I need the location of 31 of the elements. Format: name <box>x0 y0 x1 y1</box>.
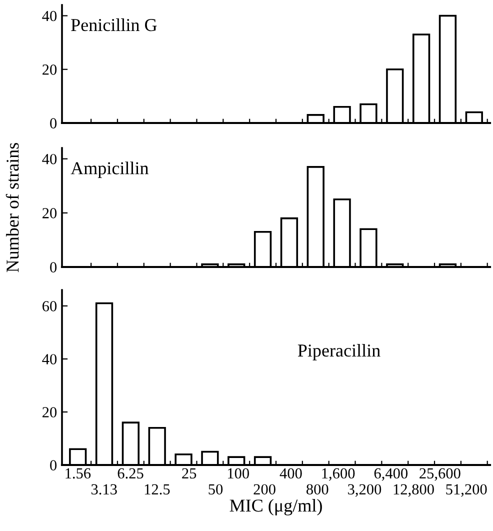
x-tick-label: 1,600 <box>322 468 355 481</box>
x-tick-label: 6,400 <box>374 468 408 481</box>
x-tick-label: 1.56 <box>66 468 91 479</box>
y-tick-label: 20 <box>42 407 57 418</box>
y-tick-label: 40 <box>42 354 57 364</box>
text: Penicillin G <box>71 18 157 32</box>
x-tick-label: 12.5 <box>144 484 170 495</box>
y-tick-label: 40 <box>42 154 57 164</box>
x-tick-label: 3.13 <box>91 484 117 495</box>
text: Ampicillin <box>70 162 149 178</box>
x-tick-label: 200 <box>254 484 276 495</box>
y-tick-label: 20 <box>42 208 57 218</box>
x-tick-label: 12,800 <box>394 484 434 497</box>
y-tick-label: 0 <box>50 460 57 470</box>
y-tick-label: 0 <box>50 118 57 128</box>
x-tick-label: 51,200 <box>446 484 487 497</box>
text: Piperacillin <box>298 344 380 360</box>
y-tick-label: 40 <box>42 10 57 22</box>
x-tick-label: 400 <box>280 468 302 479</box>
y-tick-label: 60 <box>42 301 57 312</box>
x-tick-label: 50 <box>208 484 223 495</box>
x-tick-label: 6.25 <box>118 468 144 479</box>
x-tick-label: 100 <box>228 468 249 479</box>
x-tick-label: 800 <box>306 484 328 495</box>
y-tick-label: 0 <box>50 262 57 272</box>
x-tick-label: 3,200 <box>348 484 382 497</box>
y-axis-title: Number of strains <box>6 142 19 272</box>
y-tick-label: 20 <box>42 64 57 75</box>
x-axis-title: MIC (μg/ml) <box>230 498 322 516</box>
x-tick-label: 25,600 <box>420 468 460 481</box>
x-tick-label: 25 <box>182 468 196 479</box>
